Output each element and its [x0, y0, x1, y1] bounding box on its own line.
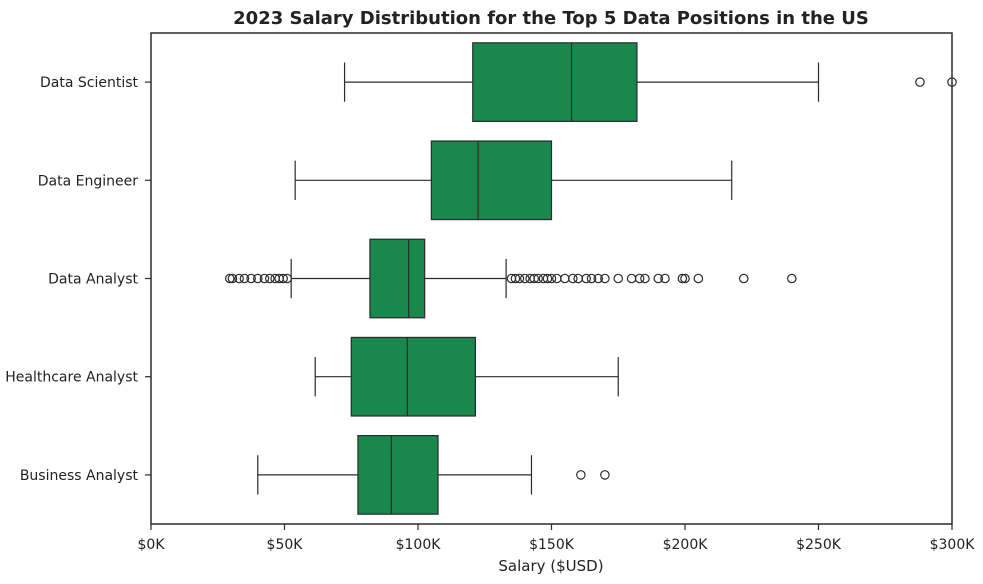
outlier-data-analyst [738, 273, 749, 284]
outlier-data-analyst [239, 273, 250, 284]
outlier-data-analyst [252, 273, 263, 284]
outlier-data-analyst [634, 273, 645, 284]
outlier-data-analyst [693, 273, 704, 284]
outlier-data-analyst [227, 273, 238, 284]
outlier-data-analyst [593, 273, 604, 284]
outlier-data-analyst [259, 273, 270, 284]
chart-title: 2023 Salary Distribution for the Top 5 D… [233, 8, 869, 29]
outlier-data-analyst [677, 273, 688, 284]
outlier-data-analyst [586, 273, 597, 284]
outlier-data-analyst [573, 273, 583, 284]
y-tick-label-business-analyst: Business Analyst [20, 468, 139, 484]
x-tick-label: $300K [930, 537, 976, 553]
box-data-analyst [369, 238, 426, 319]
outlier-data-analyst [552, 273, 562, 284]
x-tick-label: $200K [663, 537, 709, 553]
outlier-data-analyst [224, 273, 235, 284]
outlier-data-analyst [519, 273, 530, 284]
outlier-data-analyst [581, 273, 592, 284]
y-tick-label-healthcare-analyst: Healthcare Analyst [5, 370, 138, 386]
outlier-data-analyst [278, 273, 288, 284]
outlier-data-analyst [234, 273, 244, 284]
outlier-data-analyst [510, 273, 521, 284]
x-axis-label: Salary ($USD) [498, 557, 603, 575]
x-tick-label: $0K [138, 537, 166, 553]
outlier-data-analyst [529, 273, 539, 284]
y-tick-label-data-analyst: Data Analyst [48, 272, 138, 288]
outlier-data-analyst [265, 273, 275, 284]
outlier-business-analyst [576, 470, 586, 480]
outlier-data-analyst [653, 273, 664, 284]
box-healthcare-analyst [350, 336, 477, 417]
y-tick-label-data-engineer: Data Engineer [38, 173, 138, 189]
outlier-data-analyst [786, 273, 797, 284]
outlier-data-analyst [660, 273, 670, 284]
box-data-scientist [472, 42, 638, 122]
x-tick-label: $100K [396, 537, 442, 553]
box-data-engineer [430, 140, 553, 221]
outlier-data-analyst [246, 273, 256, 284]
outlier-data-scientist [915, 77, 925, 87]
outlier-data-analyst [640, 273, 650, 284]
outlier-data-analyst [533, 273, 543, 284]
outlier-data-analyst [282, 273, 292, 284]
outlier-data-analyst [626, 273, 637, 284]
outlier-data-analyst [613, 273, 624, 284]
x-tick-label: $50K [267, 537, 304, 553]
x-tick-label: $250K [796, 537, 842, 553]
x-tick-label: $150K [529, 537, 575, 553]
outlier-data-analyst [568, 273, 578, 284]
outlier-business-analyst [600, 470, 610, 480]
outlier-data-analyst [680, 273, 690, 284]
outlier-data-analyst [600, 273, 610, 284]
outlier-data-analyst [546, 273, 557, 284]
outlier-data-analyst [542, 273, 553, 284]
box-business-analyst [357, 435, 439, 515]
outlier-data-analyst [560, 273, 570, 284]
outlier-data-analyst [514, 273, 525, 284]
y-tick-label-data-scientist: Data Scientist [40, 75, 139, 91]
